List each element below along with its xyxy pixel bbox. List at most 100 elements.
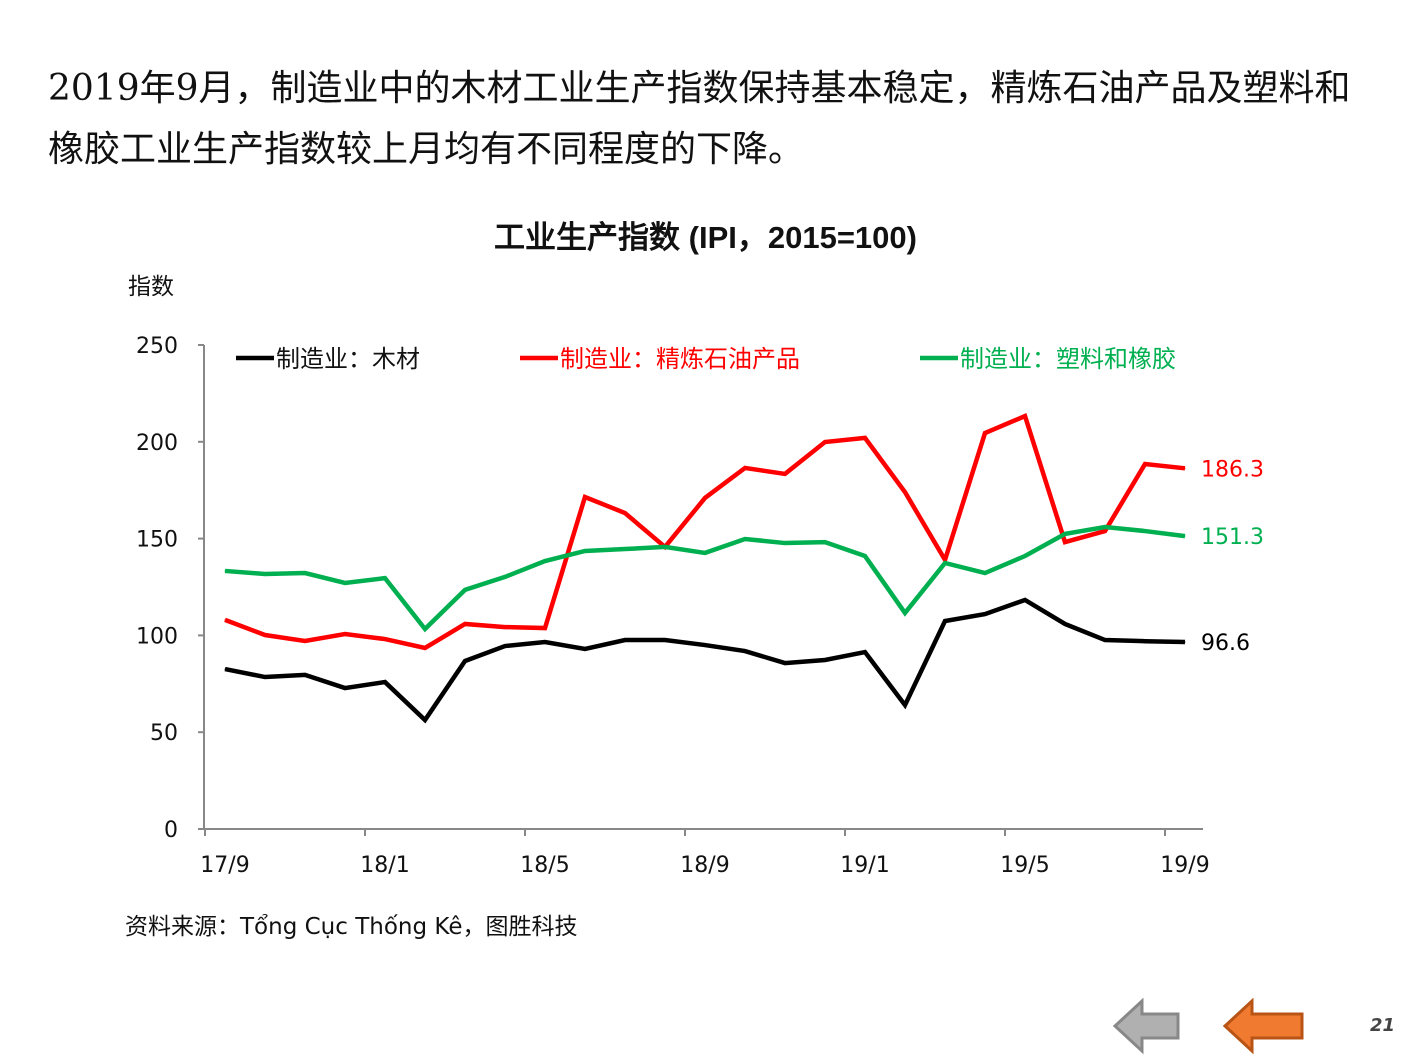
intro-text: 2019年9月，制造业中的木材工业生产指数保持基本稳定，精炼石油产品及塑料和橡胶… (48, 68, 1351, 170)
data-point (864, 555, 866, 557)
data-point (984, 613, 986, 615)
data-point (344, 687, 346, 689)
data-point (224, 570, 226, 572)
y-tick-label: 150 (136, 528, 178, 553)
data-point (264, 634, 266, 636)
data-point (784, 662, 786, 664)
data-point (904, 491, 906, 493)
data-point (584, 648, 586, 650)
data-point (464, 623, 466, 625)
data-point (1104, 639, 1106, 641)
data-point (224, 668, 226, 670)
data-point (1024, 415, 1026, 417)
y-tick-label: 100 (136, 624, 178, 649)
data-point (944, 562, 946, 564)
data-point (544, 560, 546, 562)
x-tick-label: 18/1 (360, 853, 409, 878)
data-point (464, 589, 466, 591)
data-point (664, 546, 666, 548)
data-point (944, 620, 946, 622)
data-point (744, 650, 746, 652)
data-point (384, 681, 386, 683)
x-tick-label: 19/1 (840, 853, 889, 878)
data-point (464, 660, 466, 662)
data-point (624, 548, 626, 550)
data-point (624, 512, 626, 514)
previous-arrow-icon[interactable] (1222, 998, 1306, 1056)
data-point (1064, 541, 1066, 543)
data-point (304, 572, 306, 574)
y-tick-label: 200 (136, 431, 178, 456)
end-value-label: 186.3 (1201, 457, 1264, 482)
data-point (664, 639, 666, 641)
data-point (504, 626, 506, 628)
end-value-label: 151.3 (1201, 525, 1264, 550)
legend-label: 制造业：木材 (276, 345, 420, 373)
data-point (744, 467, 746, 469)
data-point (424, 647, 426, 649)
data-point (824, 441, 826, 443)
legend-label: 制造业：塑料和橡胶 (960, 345, 1176, 373)
data-point (1144, 463, 1146, 465)
data-point (1104, 526, 1106, 528)
data-point (904, 704, 906, 706)
back-arrow-icon[interactable] (1112, 998, 1184, 1056)
data-point (344, 633, 346, 635)
data-point (1144, 640, 1146, 642)
page-number: 21 (1370, 1015, 1396, 1036)
data-point (264, 573, 266, 575)
data-point (704, 552, 706, 554)
data-point (1184, 467, 1186, 469)
data-point (424, 628, 426, 630)
data-point (904, 612, 906, 614)
data-point (1064, 623, 1066, 625)
x-tick-label: 18/5 (520, 853, 569, 878)
data-point (984, 572, 986, 574)
y-tick-label: 250 (136, 334, 178, 359)
y-tick-label: 0 (164, 818, 178, 843)
x-tick-label: 18/9 (680, 853, 729, 878)
series-line-0 (224, 597, 1186, 724)
data-point (704, 497, 706, 499)
data-point (864, 651, 866, 653)
data-point (544, 627, 546, 629)
data-point (504, 645, 506, 647)
data-point (1184, 641, 1186, 643)
data-point (984, 432, 986, 434)
data-point (304, 674, 306, 676)
x-tick-label: 17/9 (200, 853, 249, 878)
data-point (1064, 533, 1066, 535)
data-point (224, 619, 226, 621)
series-line-2 (224, 524, 1186, 633)
data-point (944, 559, 946, 561)
data-point (1184, 535, 1186, 537)
data-point (584, 496, 586, 498)
series-line-1 (224, 413, 1186, 651)
y-tick-label: 50 (150, 721, 178, 746)
data-point (264, 676, 266, 678)
data-point (784, 473, 786, 475)
x-tick-label: 19/9 (1160, 853, 1209, 878)
data-point (744, 538, 746, 540)
data-point (384, 577, 386, 579)
legend-label: 制造业：精炼石油产品 (560, 345, 800, 373)
data-point (384, 638, 386, 640)
data-point (304, 640, 306, 642)
data-point (624, 639, 626, 641)
chart-title: 工业生产指数 (IPI，2015=100) (494, 220, 917, 255)
source-note: 资料来源：Tổng Cục Thống Kê，图胜科技 (125, 914, 578, 940)
data-point (344, 582, 346, 584)
data-point (824, 541, 826, 543)
data-point (1024, 599, 1026, 601)
data-point (424, 719, 426, 721)
data-point (544, 641, 546, 643)
x-tick-label: 19/5 (1000, 853, 1049, 878)
data-point (1104, 530, 1106, 532)
data-point (864, 437, 866, 439)
data-point (704, 644, 706, 646)
data-point (584, 550, 586, 552)
end-value-label: 96.6 (1201, 631, 1250, 656)
data-point (1024, 555, 1026, 557)
